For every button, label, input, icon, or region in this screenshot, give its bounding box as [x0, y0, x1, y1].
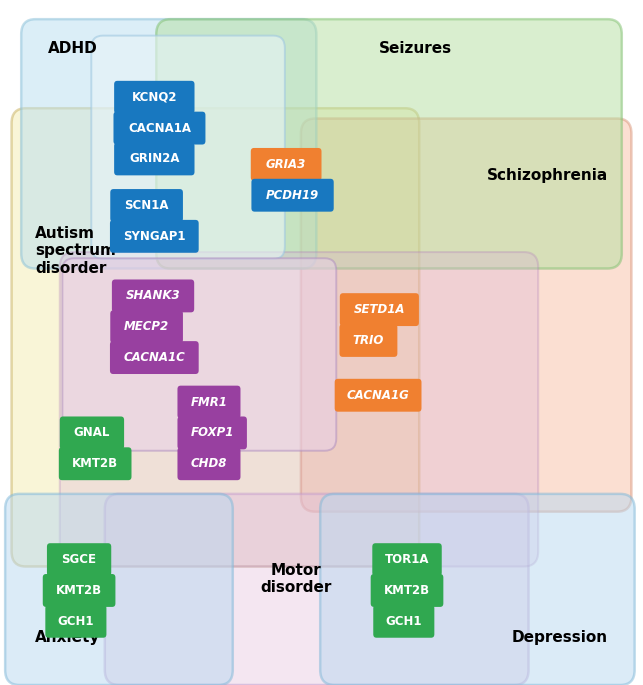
FancyBboxPatch shape — [251, 179, 334, 212]
FancyBboxPatch shape — [5, 494, 233, 685]
Text: KCNQ2: KCNQ2 — [132, 91, 177, 103]
FancyBboxPatch shape — [110, 220, 199, 253]
FancyBboxPatch shape — [91, 36, 285, 259]
FancyBboxPatch shape — [370, 574, 444, 607]
Text: ADHD: ADHD — [48, 41, 98, 56]
Text: KMT2B: KMT2B — [384, 584, 430, 597]
Text: SYNGAP1: SYNGAP1 — [123, 230, 186, 242]
Text: MECP2: MECP2 — [124, 321, 169, 333]
Text: FMR1: FMR1 — [190, 396, 228, 408]
Text: Depression: Depression — [512, 630, 608, 645]
Text: Seizures: Seizures — [379, 41, 453, 56]
FancyBboxPatch shape — [114, 142, 194, 175]
Text: TOR1A: TOR1A — [385, 553, 430, 566]
FancyBboxPatch shape — [60, 252, 538, 566]
Text: TRIO: TRIO — [353, 334, 384, 347]
FancyBboxPatch shape — [177, 386, 240, 419]
Text: Schizophrenia: Schizophrenia — [486, 168, 608, 183]
FancyBboxPatch shape — [59, 447, 131, 480]
Text: CACNA1A: CACNA1A — [128, 122, 191, 134]
Text: GRIN2A: GRIN2A — [129, 153, 179, 165]
Text: CACNA1C: CACNA1C — [123, 351, 185, 364]
FancyBboxPatch shape — [113, 112, 206, 145]
Text: SCN1A: SCN1A — [124, 199, 169, 212]
Text: FOXP1: FOXP1 — [190, 427, 234, 439]
FancyBboxPatch shape — [62, 258, 336, 451]
Text: PCDH19: PCDH19 — [266, 189, 319, 201]
FancyBboxPatch shape — [320, 494, 635, 685]
FancyBboxPatch shape — [301, 119, 631, 512]
Text: SETD1A: SETD1A — [354, 303, 405, 316]
Text: SHANK3: SHANK3 — [126, 290, 180, 302]
FancyBboxPatch shape — [111, 189, 183, 222]
FancyBboxPatch shape — [47, 543, 111, 576]
FancyBboxPatch shape — [340, 324, 397, 357]
FancyBboxPatch shape — [111, 310, 183, 343]
FancyBboxPatch shape — [112, 279, 194, 312]
Text: GNAL: GNAL — [74, 427, 110, 439]
FancyBboxPatch shape — [105, 494, 529, 685]
FancyBboxPatch shape — [334, 379, 422, 412]
Text: GCH1: GCH1 — [386, 615, 422, 627]
FancyBboxPatch shape — [110, 341, 199, 374]
FancyBboxPatch shape — [177, 416, 247, 449]
FancyBboxPatch shape — [177, 447, 240, 480]
FancyBboxPatch shape — [60, 416, 124, 449]
Text: Motor
disorder: Motor disorder — [260, 563, 332, 595]
Text: Autism
spectrum
disorder: Autism spectrum disorder — [35, 226, 116, 276]
FancyBboxPatch shape — [114, 81, 194, 114]
FancyBboxPatch shape — [12, 108, 419, 566]
Text: KMT2B: KMT2B — [56, 584, 102, 597]
FancyBboxPatch shape — [251, 148, 322, 181]
Text: GCH1: GCH1 — [58, 615, 94, 627]
FancyBboxPatch shape — [45, 605, 106, 638]
FancyBboxPatch shape — [156, 19, 622, 269]
Text: CHD8: CHD8 — [191, 458, 227, 470]
Text: GRIA3: GRIA3 — [266, 158, 306, 171]
Text: CACNA1G: CACNA1G — [347, 389, 410, 401]
FancyBboxPatch shape — [21, 19, 316, 269]
FancyBboxPatch shape — [42, 574, 116, 607]
Text: Anxiety: Anxiety — [35, 630, 101, 645]
Text: KMT2B: KMT2B — [72, 458, 118, 470]
Text: SGCE: SGCE — [62, 553, 96, 566]
FancyBboxPatch shape — [373, 605, 435, 638]
FancyBboxPatch shape — [340, 293, 419, 326]
FancyBboxPatch shape — [372, 543, 442, 576]
